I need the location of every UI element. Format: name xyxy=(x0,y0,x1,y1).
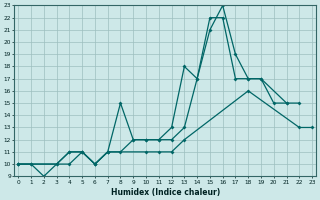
X-axis label: Humidex (Indice chaleur): Humidex (Indice chaleur) xyxy=(111,188,220,197)
